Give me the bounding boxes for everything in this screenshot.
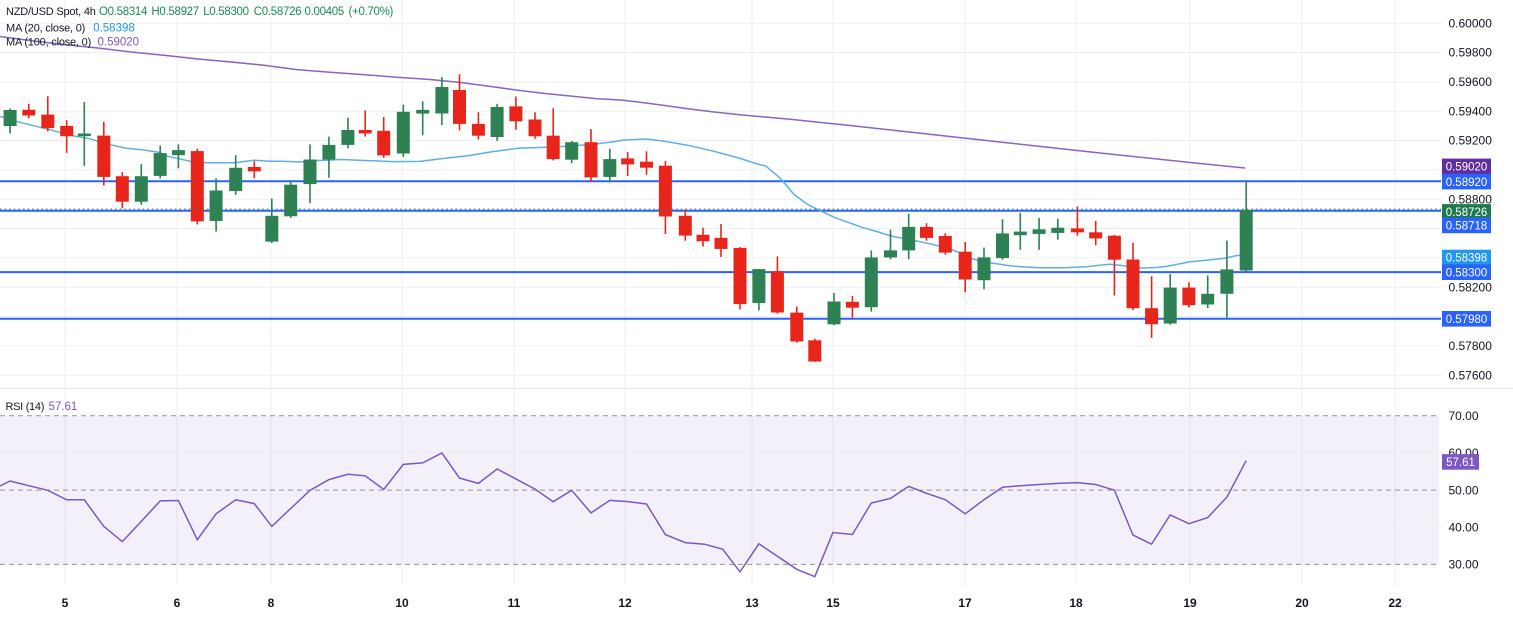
- svg-text:13: 13: [745, 596, 759, 610]
- svg-text:0.58398: 0.58398: [1446, 253, 1488, 265]
- svg-text:0.58718: 0.58718: [1446, 221, 1488, 233]
- svg-text:0.59400: 0.59400: [1449, 104, 1493, 118]
- svg-text:H0.58927: H0.58927: [151, 6, 198, 18]
- svg-text:57.61: 57.61: [49, 401, 78, 413]
- svg-text:NZD/USD Spot, 4h: NZD/USD Spot, 4h: [6, 6, 96, 18]
- svg-text:MA (100, close, 0): MA (100, close, 0): [6, 37, 91, 49]
- svg-text:0.59600: 0.59600: [1449, 75, 1493, 89]
- svg-text:0.58300: 0.58300: [1446, 267, 1488, 279]
- svg-text:0.57980: 0.57980: [1446, 314, 1488, 326]
- svg-text:RSI (14): RSI (14): [6, 401, 45, 413]
- svg-text:C0.58726: C0.58726: [254, 6, 301, 18]
- svg-text:8: 8: [268, 596, 275, 610]
- svg-text:70.00: 70.00: [1449, 409, 1479, 423]
- svg-text:12: 12: [618, 596, 632, 610]
- svg-text:0.58726: 0.58726: [1446, 207, 1488, 219]
- svg-text:(+0.70%): (+0.70%): [349, 6, 394, 18]
- svg-text:L0.58300: L0.58300: [203, 6, 249, 18]
- svg-text:40.00: 40.00: [1449, 520, 1479, 534]
- svg-text:0.59020: 0.59020: [1446, 162, 1488, 174]
- svg-text:0.58398: 0.58398: [93, 22, 135, 34]
- svg-text:57.61: 57.61: [1446, 457, 1475, 469]
- svg-text:15: 15: [826, 596, 840, 610]
- svg-text:0.57600: 0.57600: [1449, 368, 1493, 382]
- svg-text:0.58800: 0.58800: [1449, 192, 1493, 206]
- svg-text:17: 17: [958, 596, 972, 610]
- svg-text:19: 19: [1183, 596, 1197, 610]
- svg-text:0.59200: 0.59200: [1449, 134, 1493, 148]
- svg-text:50.00: 50.00: [1449, 483, 1479, 497]
- svg-text:MA (20, close, 0): MA (20, close, 0): [6, 22, 85, 34]
- svg-text:10: 10: [395, 596, 409, 610]
- svg-text:5: 5: [62, 596, 69, 610]
- svg-text:O0.58314: O0.58314: [99, 6, 148, 18]
- svg-text:11: 11: [508, 596, 521, 610]
- svg-text:22: 22: [1388, 596, 1402, 610]
- svg-text:20: 20: [1295, 596, 1309, 610]
- svg-text:0.57800: 0.57800: [1449, 339, 1493, 353]
- svg-text:6: 6: [174, 596, 181, 610]
- svg-text:0.60000: 0.60000: [1449, 16, 1493, 30]
- svg-text:30.00: 30.00: [1449, 558, 1479, 572]
- svg-text:18: 18: [1069, 596, 1083, 610]
- svg-text:0.58200: 0.58200: [1449, 280, 1493, 294]
- svg-text:0.00405: 0.00405: [305, 6, 344, 18]
- svg-text:0.59800: 0.59800: [1449, 46, 1493, 60]
- svg-text:0.59020: 0.59020: [98, 37, 140, 49]
- svg-text:0.58920: 0.58920: [1446, 177, 1488, 189]
